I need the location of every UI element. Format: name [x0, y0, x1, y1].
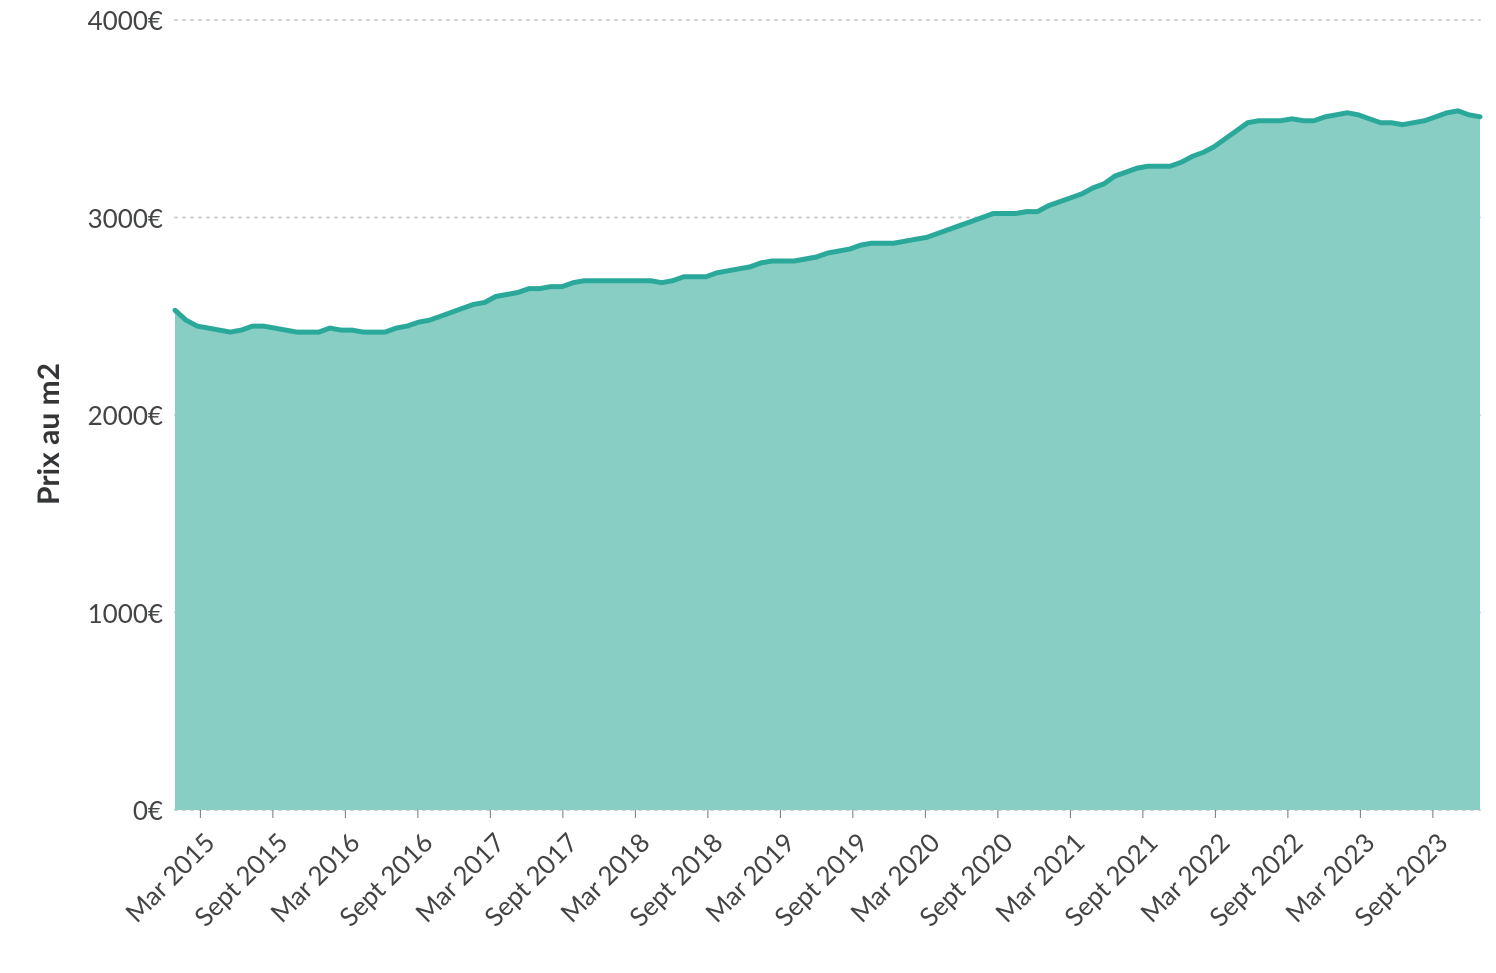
y-axis-title: Prix au m2 — [30, 363, 66, 505]
chart-svg — [0, 0, 1496, 973]
y-tick-label: 0€ — [133, 794, 163, 826]
y-tick-label: 1000€ — [88, 597, 163, 629]
series-area — [175, 111, 1480, 810]
y-tick-label: 2000€ — [88, 399, 163, 431]
price-area-chart: Prix au m2 0€1000€2000€3000€4000€Mar 201… — [0, 0, 1496, 973]
y-tick-label: 3000€ — [88, 202, 163, 234]
y-tick-label: 4000€ — [88, 4, 163, 36]
